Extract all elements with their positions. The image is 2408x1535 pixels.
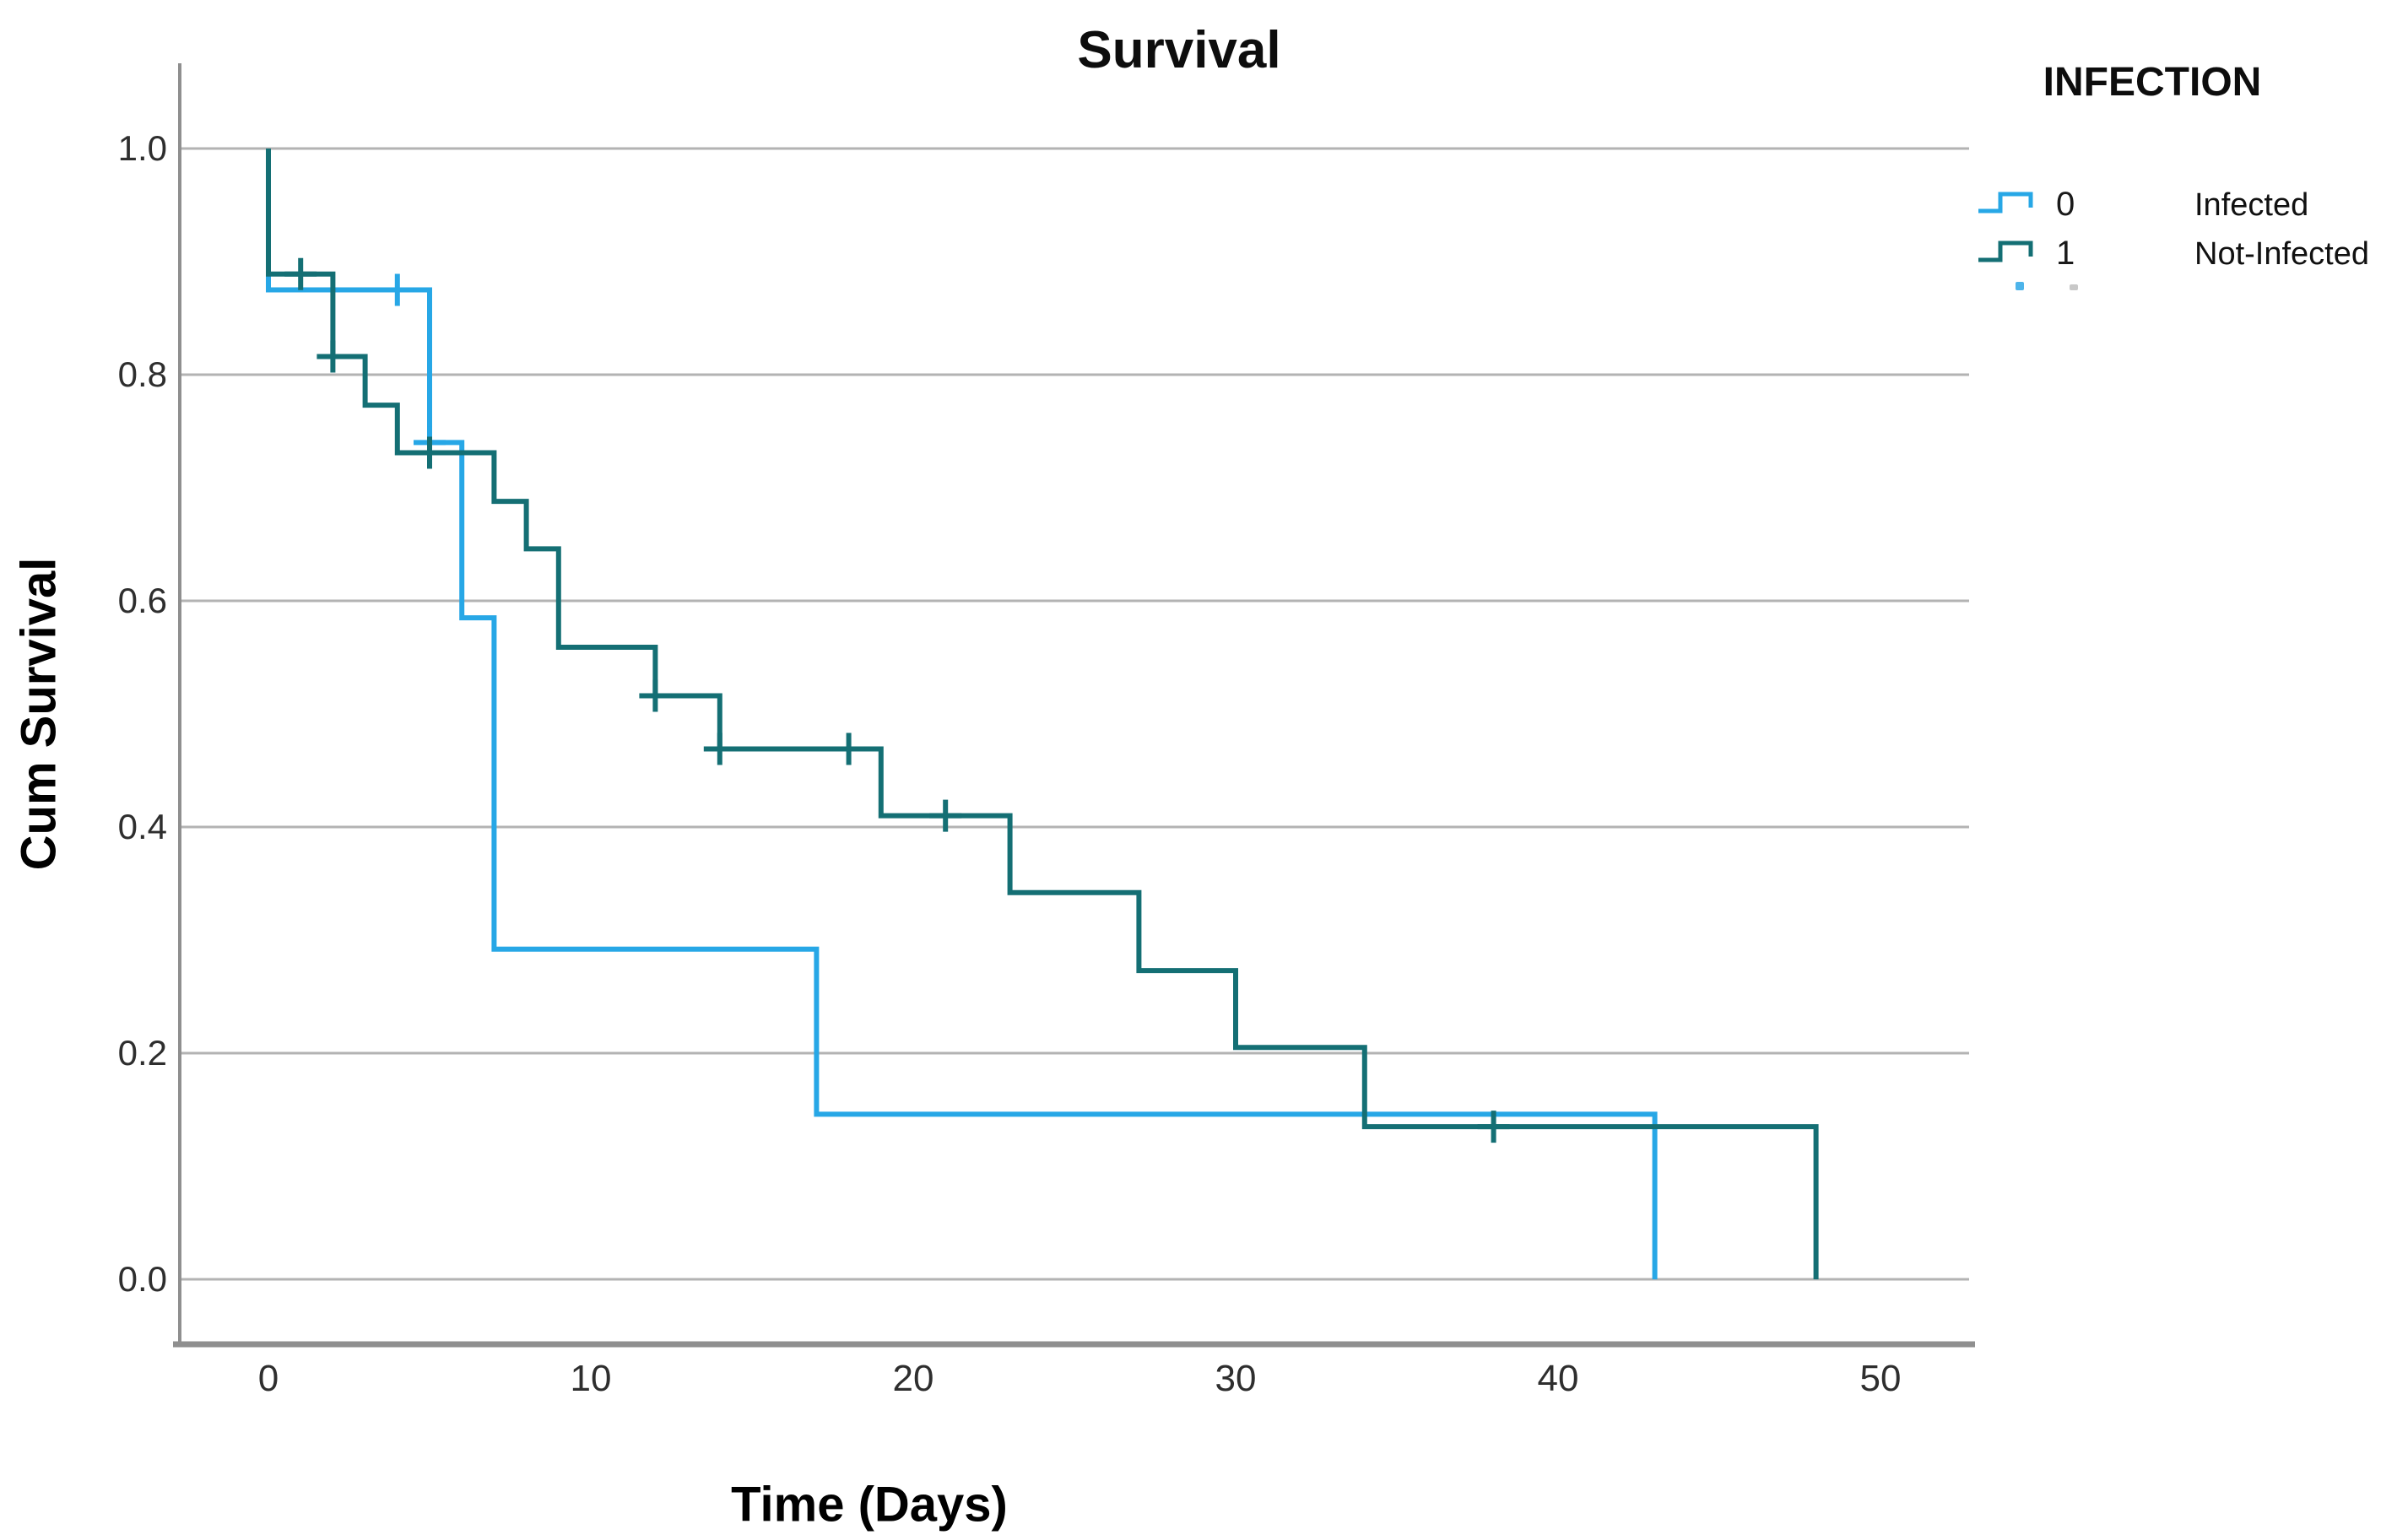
x-tick-label: 30 [1215, 1358, 1257, 1399]
y-tick-label: 1.0 [118, 128, 167, 168]
survival-curve-not-infected [266, 149, 1819, 1279]
legend-label-infected: Infected [2194, 187, 2309, 223]
legend-label-not-infected: Not-Infected [2194, 236, 2369, 272]
censored-marker-fragment-gray [2070, 284, 2078, 290]
x-tick-label: 10 [571, 1358, 612, 1399]
x-tick-label: 50 [1860, 1358, 1902, 1399]
y-axis-title: Cum Survival [11, 557, 67, 871]
y-tick-label: 0.8 [118, 354, 167, 394]
chart-title: Survival [1077, 21, 1281, 79]
legend-title: INFECTION [2043, 60, 2262, 105]
survival-curve-infected [266, 149, 1658, 1279]
x-tick-label: 40 [1538, 1358, 1579, 1399]
y-tick-label: 0.2 [118, 1033, 167, 1073]
x-tick-label: 20 [893, 1358, 934, 1399]
legend-code-0: 0 [2056, 186, 2075, 223]
y-tick-label: 0.6 [118, 581, 167, 620]
y-tick-label: 0.0 [118, 1259, 167, 1299]
legend-code-1: 1 [2056, 235, 2075, 272]
x-axis-title: Time (Days) [731, 1477, 1008, 1532]
step-line-icon [1978, 241, 2033, 262]
x-tick-label: 0 [258, 1358, 279, 1399]
step-line-icon [1978, 192, 2033, 213]
censored-marker-fragment-blue [2016, 282, 2024, 290]
y-tick-label: 0.4 [118, 807, 167, 846]
